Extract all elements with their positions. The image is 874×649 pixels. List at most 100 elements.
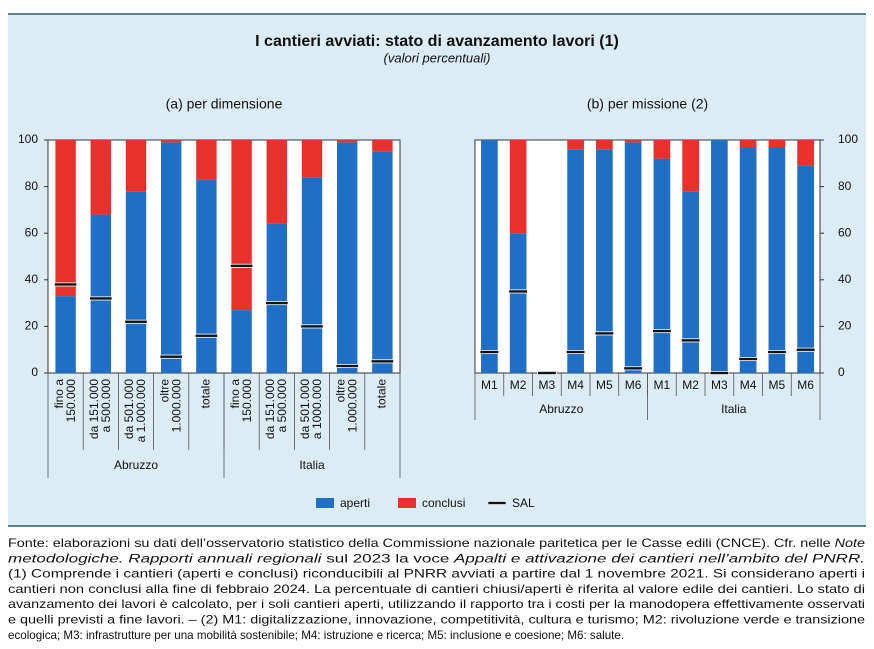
x-tick-label: da 501.000 bbox=[298, 379, 312, 439]
sal-marker bbox=[265, 301, 289, 306]
bar-segment bbox=[509, 233, 527, 373]
chart-title: (a) per dimensione bbox=[166, 96, 283, 112]
bar-segment bbox=[125, 191, 147, 373]
legend-label: aperti bbox=[340, 496, 370, 510]
bar-segment bbox=[596, 149, 613, 373]
note-segment: cantieri non conclusi alla fine di febbr… bbox=[8, 583, 865, 596]
bar-segment bbox=[739, 146, 757, 373]
x-tick-label: oltre bbox=[333, 379, 347, 403]
legend-label: SAL bbox=[512, 496, 535, 510]
bar-segment bbox=[596, 140, 613, 150]
group-label: Abruzzo bbox=[114, 458, 158, 472]
plot-area bbox=[474, 139, 821, 374]
x-tick-label: M2 bbox=[510, 378, 527, 392]
x-tick-label: a 500.000 bbox=[275, 379, 289, 433]
bar-segment bbox=[301, 177, 323, 373]
sal-marker bbox=[652, 329, 672, 334]
note-line: (1) Comprende i cantieri (aperti e concl… bbox=[8, 568, 865, 581]
group-label: Italia bbox=[299, 458, 325, 472]
note-line: Fonte: elaborazioni su dati dell’osserva… bbox=[8, 537, 866, 550]
y-tick-label: 60 bbox=[25, 225, 39, 239]
note-segment: metodologiche. Rapporti annuali regional… bbox=[8, 552, 322, 565]
sal-marker bbox=[508, 289, 528, 294]
group-label: Italia bbox=[721, 402, 747, 416]
sal-marker bbox=[680, 338, 701, 343]
x-tick-label: da 501.000 bbox=[122, 379, 136, 439]
bar-segment bbox=[266, 140, 288, 224]
bar-segment bbox=[55, 296, 76, 373]
bar-segment bbox=[682, 140, 699, 192]
y-tick-label: 20 bbox=[838, 319, 852, 333]
bar-segment bbox=[797, 165, 814, 373]
note-segment: ecologica; M3: infrastrutture per una mo… bbox=[8, 629, 624, 642]
bar-segment bbox=[624, 142, 642, 373]
sal-marker bbox=[565, 350, 586, 355]
sal-marker bbox=[335, 364, 359, 369]
bar-segment bbox=[797, 140, 814, 166]
bar-segment bbox=[567, 140, 584, 150]
bar-segment bbox=[768, 146, 786, 373]
sal-marker bbox=[537, 370, 557, 375]
legend-label: conclusi bbox=[422, 496, 465, 510]
sal-marker bbox=[194, 333, 219, 338]
bar-segment bbox=[231, 310, 252, 373]
x-tick-label: M4 bbox=[740, 378, 757, 392]
x-tick-label: a 500.000 bbox=[99, 379, 113, 433]
x-tick-label: 150.000 bbox=[240, 379, 254, 423]
sal-marker bbox=[767, 350, 787, 355]
bar-segment bbox=[266, 223, 288, 373]
x-tick-label: totale bbox=[375, 379, 389, 409]
figure-subtitle: (valori percentuali) bbox=[384, 50, 491, 65]
note-line: cantieri non conclusi alla fine di febbr… bbox=[8, 583, 865, 596]
bar-segment bbox=[196, 179, 217, 373]
x-tick-label: totale bbox=[199, 379, 213, 409]
sal-marker bbox=[229, 263, 254, 268]
sal-marker bbox=[124, 319, 148, 324]
notes: Fonte: elaborazioni su dati dell’osserva… bbox=[8, 537, 866, 642]
sal-marker bbox=[300, 324, 324, 329]
bar-segment bbox=[739, 140, 757, 147]
x-tick-label: M5 bbox=[769, 378, 786, 392]
x-tick-label: M6 bbox=[797, 378, 814, 392]
sal-marker bbox=[370, 359, 395, 364]
bar-segment bbox=[372, 140, 393, 152]
bar-segment bbox=[55, 140, 76, 297]
figure-title: I cantieri avviati: stato di avanzamento… bbox=[255, 33, 619, 50]
sal-marker bbox=[53, 282, 78, 287]
x-tick-label: M1 bbox=[654, 378, 671, 392]
legend-swatch bbox=[398, 498, 416, 508]
y-tick-label: 0 bbox=[838, 365, 845, 379]
note-line: e quelli previsti a fine lavori. – (2) M… bbox=[8, 614, 865, 627]
x-tick-label: 1.000.000 bbox=[345, 379, 359, 433]
bar-segment bbox=[125, 140, 147, 192]
x-tick-label: M3 bbox=[711, 378, 728, 392]
chart-title: (b) per missione (2) bbox=[587, 96, 708, 112]
legend-swatch bbox=[487, 501, 507, 505]
x-tick-label: fino a bbox=[228, 379, 242, 409]
x-tick-label: M1 bbox=[481, 378, 498, 392]
y-tick-label: 80 bbox=[838, 179, 852, 193]
y-tick-label: 60 bbox=[838, 225, 852, 239]
bar-segment bbox=[336, 142, 358, 373]
x-tick-label: a 1000.000 bbox=[310, 379, 324, 439]
bar-segment bbox=[509, 140, 527, 234]
bar-segment bbox=[90, 214, 112, 373]
note-line: avanzamento dei lavori è calcolato, per … bbox=[8, 598, 865, 611]
sal-marker bbox=[159, 354, 183, 359]
bar-segment bbox=[567, 149, 584, 373]
x-tick-label: fino a bbox=[52, 379, 66, 409]
note-line: ecologica; M3: infrastrutture per una mo… bbox=[8, 629, 624, 642]
note-segment: e quelli previsti a fine lavori. – (2) M… bbox=[8, 614, 865, 627]
bar-segment bbox=[372, 151, 393, 373]
x-tick-label: M3 bbox=[539, 378, 556, 392]
bar-segment bbox=[196, 140, 217, 180]
y-tick-label: 100 bbox=[18, 132, 38, 146]
bar-segment bbox=[624, 140, 642, 143]
group-label: Abruzzo bbox=[539, 402, 583, 416]
bar-segment bbox=[231, 140, 252, 311]
sal-marker bbox=[795, 347, 816, 352]
x-tick-label: M6 bbox=[625, 378, 642, 392]
y-tick-label: 40 bbox=[838, 272, 852, 286]
y-tick-label: 100 bbox=[838, 132, 858, 146]
